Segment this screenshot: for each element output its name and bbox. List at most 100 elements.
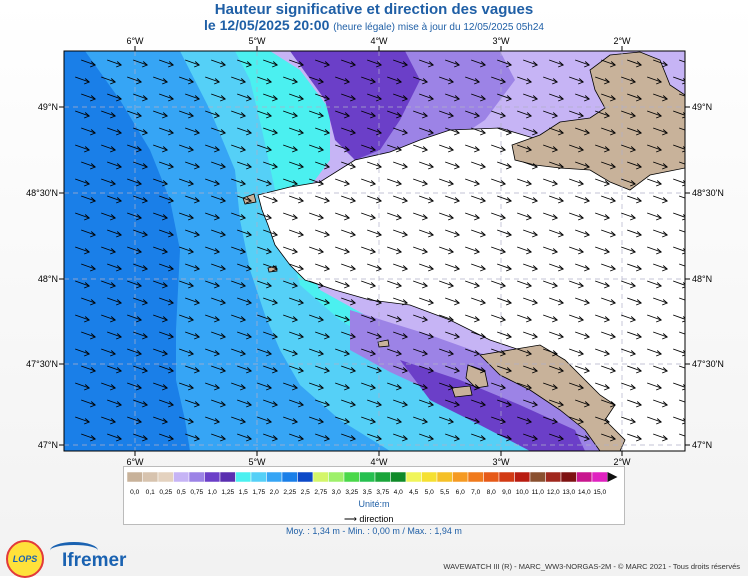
wave-direction-arrow [361,144,377,153]
wave-direction-arrow [335,416,351,425]
wave-direction-arrow [179,246,195,255]
legend-value: 0,0 [130,489,139,496]
wave-direction-arrow [75,76,91,85]
map-frame [63,50,686,452]
wave-direction-arrow [627,433,643,442]
wave-direction-arrow [419,365,435,374]
wave-direction-arrow [185,127,201,136]
wave-direction-arrow [237,59,253,68]
wave-direction-arrow [289,195,305,204]
wave-direction-arrow [309,110,325,119]
wave-direction-arrow [679,365,685,369]
wave-direction-arrow [283,144,299,153]
wave-direction-arrow [367,433,383,442]
lon-label-top: 4°W [370,36,388,46]
wave-direction-arrow [75,212,91,221]
wave-direction-arrow [107,399,123,408]
wave-direction-arrow [107,297,123,306]
wave-direction-arrow [341,365,357,374]
direction-arrows [75,59,685,442]
wave-direction-arrow [413,246,429,255]
legend-value: 2,5 [301,489,310,496]
wave-direction-arrow [549,263,565,272]
direction-legend: ⟶ direction [344,514,393,525]
wave-direction-arrow [543,280,559,289]
wave-direction-arrow [445,331,461,340]
wave-direction-arrow [237,229,253,238]
wave-direction-arrow [497,229,513,238]
wave-direction-arrow [517,76,533,85]
wave-direction-arrow [647,314,663,323]
wave-direction-arrow [205,348,221,357]
wave-direction-arrow [517,416,533,425]
lon-label-bottom: 6°W [126,457,144,465]
wave-direction-arrow [465,348,481,357]
wave-direction-arrow [205,382,221,391]
wave-direction-arrow [101,416,117,425]
wave-direction-arrow [237,161,253,170]
wave-direction-arrow [309,382,325,391]
wave-direction-arrow [653,161,669,170]
lat-label-left: 49°N [38,102,58,112]
legend-value: 15,0 [593,489,606,496]
wave-direction-arrow [387,280,403,289]
wave-direction-arrow [315,399,331,408]
wave-direction-arrow [471,195,487,204]
lat-label-right: 48°N [692,274,712,284]
legend-panel: 0,0 0,1 0,25 0,5 0,75 1,0 1,25 1,5 1,75 2,0 2,25 2,… [123,466,625,525]
wave-direction-arrow [133,399,149,408]
wave-direction-arrow [127,416,143,425]
wave-direction-arrow [75,382,91,391]
wave-direction-arrow [185,195,201,204]
wave-direction-arrow [491,382,507,391]
wave-direction-arrow [335,144,351,153]
wave-direction-arrow [153,144,169,153]
wave-direction-arrow [595,314,611,323]
wave-direction-arrow [127,178,143,187]
wave-direction-arrow [205,280,221,289]
wave-direction-arrow [413,348,429,357]
wave-direction-arrow [153,314,169,323]
legend-value: 5,5 [440,489,449,496]
legend-value: 12,0 [547,489,560,496]
legend-swatch [529,471,546,483]
wave-direction-arrow [491,314,507,323]
wave-direction-arrow [569,76,585,85]
legend-value: 2,0 [270,489,279,496]
wave-direction-arrow [153,178,169,187]
legend-swatch [576,471,593,483]
wave-direction-arrow [107,59,123,68]
wave-direction-arrow [413,280,429,289]
wave-direction-arrow [283,416,299,425]
wave-direction-arrow [159,229,175,238]
wave-direction-arrow [549,161,565,170]
wave-direction-arrow [419,297,435,306]
wave-direction-arrow [211,433,227,442]
wave-direction-arrow [179,314,195,323]
wave-direction-arrow [153,280,169,289]
wave-direction-arrow [341,59,357,68]
legend-value: 0,25 [159,489,172,496]
wave-direction-arrow [445,229,461,238]
wave-direction-arrow [179,212,195,221]
color-scale: 0,0 0,1 0,25 0,5 0,75 1,0 1,25 1,5 1,75 2,0 2,25 2,… [126,471,618,496]
wave-direction-arrow [445,365,461,374]
wave-direction-arrow [263,263,279,272]
wave-direction-arrow [205,246,221,255]
wave-direction-arrow [471,127,487,136]
wave-direction-arrow [107,127,123,136]
wave-direction-arrow [289,365,305,374]
wave-direction-arrow [439,382,455,391]
wave-direction-arrow [263,331,279,340]
legend-swatch [436,471,453,483]
wave-direction-arrow [601,229,617,238]
wave-direction-arrow [237,399,253,408]
wave-direction-arrow [627,93,643,102]
wave-direction-arrow [497,365,513,374]
wave-direction-arrow [621,76,637,85]
wave-direction-arrow [101,314,117,323]
wave-direction-arrow [647,212,663,221]
wave-direction-arrow [413,416,429,425]
legend-swatch [467,471,484,483]
wave-direction-arrow [231,110,247,119]
